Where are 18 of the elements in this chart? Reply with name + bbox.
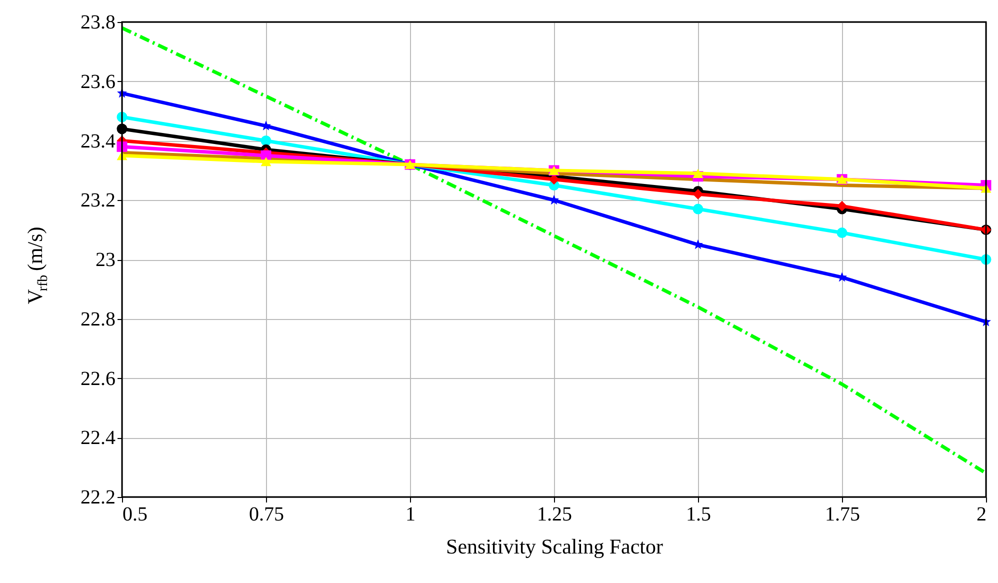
y-tick-label: 23.4 <box>80 130 116 152</box>
y-axis-title: Vrfb (m/s) <box>23 226 51 304</box>
y-tick-label: 22.6 <box>80 368 116 390</box>
y-tick-label: 22.4 <box>80 427 116 450</box>
y-tick-label: 22.2 <box>80 486 116 508</box>
x-tick-label: 0.75 <box>249 504 284 526</box>
y-tick-label: 23.6 <box>80 70 116 93</box>
y-tick-label: 23.2 <box>80 190 116 212</box>
x-tick-label: 0.5 <box>122 504 148 526</box>
x-tick-label: 2 <box>976 504 986 526</box>
y-tick-label: 22.8 <box>80 308 116 330</box>
x-tick-label: 1.25 <box>537 504 572 526</box>
x-tick-label: 1.5 <box>686 504 711 526</box>
y-tick-label: 23 <box>96 249 116 271</box>
x-tick-label: 1 <box>406 504 416 526</box>
x-axis-title: Sensitivity Scaling Factor <box>446 534 663 558</box>
y-tick-label: 23.8 <box>80 12 116 34</box>
x-tick-label: 1.75 <box>825 504 860 526</box>
